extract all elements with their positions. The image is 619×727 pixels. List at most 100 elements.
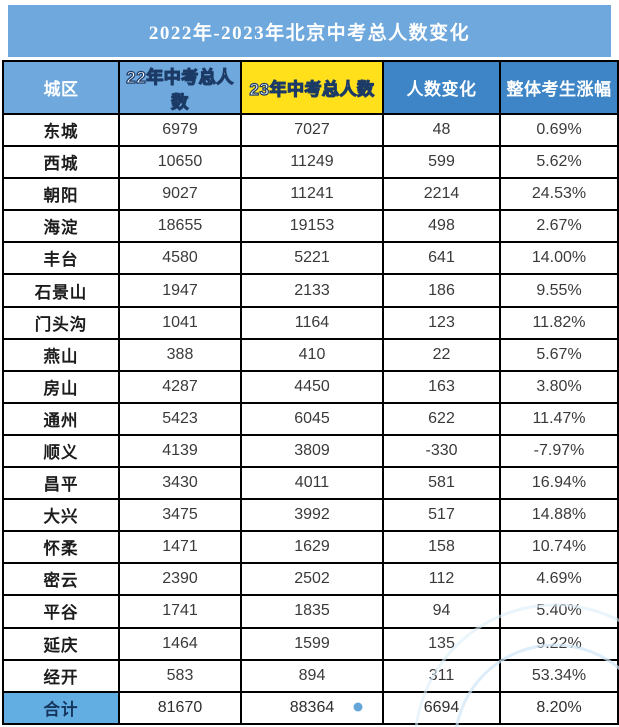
table-header: 城区 22年中考总人数 23年中考总人数 人数变化 整体考生涨幅	[2, 60, 619, 115]
value-cell: 410	[240, 337, 384, 372]
value-cell: -7.97%	[499, 433, 619, 469]
value-cell: 10.74%	[499, 530, 619, 565]
table-row: 房山 4287 4450 163 3.80%	[2, 369, 619, 404]
value-cell: 4580	[118, 241, 242, 276]
value-cell: 6979	[118, 112, 242, 148]
table-body: 东城 6979 7027 48 0.69% 西城 10650 11249 599 5.62% 朝阳 9…	[2, 112, 619, 725]
table-row: 大兴 3475 3992 517 14.88%	[2, 498, 619, 533]
value-cell: 2214	[382, 177, 501, 212]
district-cell: 合计	[2, 690, 120, 725]
value-cell: -330	[382, 433, 501, 469]
exam-numbers-table: 城区 22年中考总人数 23年中考总人数 人数变化 整体考生涨幅 东城 6979 7…	[2, 60, 619, 725]
value-cell: 2502	[240, 562, 384, 597]
table-row: 门头沟 1041 1164 123 11.82%	[2, 305, 619, 340]
value-cell: 2.67%	[499, 209, 619, 244]
district-cell: 丰台	[2, 241, 120, 276]
page-title: 2022年-2023年北京中考总人数变化	[148, 22, 471, 44]
value-cell: 894	[240, 658, 384, 693]
value-cell: 4139	[118, 433, 242, 469]
value-cell: 24.53%	[499, 177, 619, 212]
district-cell: 门头沟	[2, 305, 120, 340]
table-row: 延庆 1464 1599 135 9.22%	[2, 626, 619, 661]
value-cell: 19153	[240, 209, 384, 244]
value-cell: 81670	[118, 690, 242, 725]
table-row: 怀柔 1471 1629 158 10.74%	[2, 530, 619, 565]
district-cell: 东城	[2, 112, 120, 148]
district-cell: 平谷	[2, 594, 120, 629]
district-cell: 大兴	[2, 498, 120, 533]
value-cell: 6694	[382, 690, 501, 725]
header-row: 城区 22年中考总人数 23年中考总人数 人数变化 整体考生涨幅	[2, 60, 619, 115]
value-cell: 5.67%	[499, 337, 619, 372]
district-cell: 石景山	[2, 273, 120, 308]
district-cell: 房山	[2, 369, 120, 404]
district-cell: 密云	[2, 562, 120, 597]
header-district: 城区	[2, 60, 120, 115]
value-cell: 1164	[240, 305, 384, 340]
value-cell: 498	[382, 209, 501, 244]
value-cell: 16.94%	[499, 466, 619, 501]
value-cell: 9.22%	[499, 626, 619, 661]
value-cell: 641	[382, 241, 501, 276]
value-cell: 1947	[118, 273, 242, 308]
value-cell: 3430	[118, 466, 242, 501]
value-cell: 388	[118, 337, 242, 372]
table-row: 通州 5423 6045 622 11.47%	[2, 401, 619, 436]
table-row: 海淀 18655 19153 498 2.67%	[2, 209, 619, 244]
value-cell: 583	[118, 658, 242, 693]
value-cell: 8.20%	[499, 690, 619, 725]
value-cell: 1471	[118, 530, 242, 565]
value-cell: 14.88%	[499, 498, 619, 533]
value-cell: 517	[382, 498, 501, 533]
district-cell: 燕山	[2, 337, 120, 372]
value-cell: 163	[382, 369, 501, 404]
total-row: 合计 81670 88364 6694 8.20%	[2, 690, 619, 725]
district-cell: 怀柔	[2, 530, 120, 565]
value-cell: 10650	[118, 145, 242, 180]
value-cell: 1599	[240, 626, 384, 661]
value-cell: 3.80%	[499, 369, 619, 404]
value-cell: 9.55%	[499, 273, 619, 308]
value-cell: 48	[382, 112, 501, 148]
value-cell: 18655	[118, 209, 242, 244]
value-cell: 4.69%	[499, 562, 619, 597]
value-cell: 5.62%	[499, 145, 619, 180]
table-row: 东城 6979 7027 48 0.69%	[2, 112, 619, 148]
value-cell: 581	[382, 466, 501, 501]
value-cell: 22	[382, 337, 501, 372]
value-cell: 599	[382, 145, 501, 180]
table-row: 平谷 1741 1835 94 5.40%	[2, 594, 619, 629]
value-cell: 112	[382, 562, 501, 597]
value-cell: 0.69%	[499, 112, 619, 148]
value-cell: 2133	[240, 273, 384, 308]
district-cell: 西城	[2, 145, 120, 180]
value-cell: 11249	[240, 145, 384, 180]
district-cell: 海淀	[2, 209, 120, 244]
value-cell: 622	[382, 401, 501, 436]
value-cell: 3992	[240, 498, 384, 533]
table-row: 西城 10650 11249 599 5.62%	[2, 145, 619, 180]
value-cell: 4287	[118, 369, 242, 404]
table-row: 顺义 4139 3809 -330 -7.97%	[2, 433, 619, 469]
value-cell: 158	[382, 530, 501, 565]
value-cell: 1629	[240, 530, 384, 565]
table-row: 丰台 4580 5221 641 14.00%	[2, 241, 619, 276]
table-row: 朝阳 9027 11241 2214 24.53%	[2, 177, 619, 212]
value-cell: 88364	[240, 690, 384, 725]
value-cell: 5423	[118, 401, 242, 436]
value-cell: 135	[382, 626, 501, 661]
value-cell: 11.47%	[499, 401, 619, 436]
value-cell: 2390	[118, 562, 242, 597]
district-cell: 顺义	[2, 433, 120, 469]
value-cell: 7027	[240, 112, 384, 148]
value-cell: 1741	[118, 594, 242, 629]
value-cell: 3809	[240, 433, 384, 469]
value-cell: 6045	[240, 401, 384, 436]
table-row: 石景山 1947 2133 186 9.55%	[2, 273, 619, 308]
value-cell: 311	[382, 658, 501, 693]
value-cell: 14.00%	[499, 241, 619, 276]
value-cell: 11241	[240, 177, 384, 212]
value-cell: 11.82%	[499, 305, 619, 340]
value-cell: 1464	[118, 626, 242, 661]
